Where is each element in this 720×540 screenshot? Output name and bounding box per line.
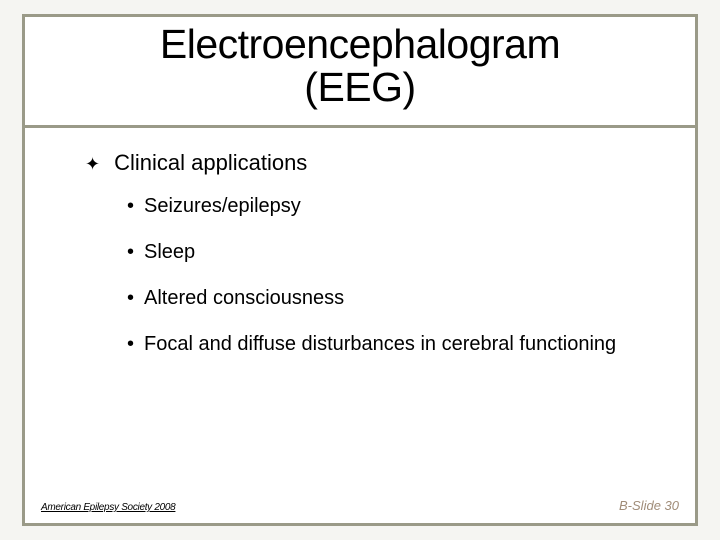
title-area: Electroencephalogram (EEG) [25, 17, 695, 119]
sub-bullet-list: • Seizures/epilepsy • Sleep • Altered co… [85, 194, 645, 357]
bullet-level-2: • Sleep [127, 240, 645, 265]
bullet-level-2-text: Focal and diffuse disturbances in cerebr… [144, 332, 616, 357]
dot-bullet-icon: • [127, 240, 134, 265]
content-area: ✦ Clinical applications • Seizures/epile… [25, 128, 695, 388]
bullet-level-2-text: Sleep [144, 240, 195, 265]
bullet-level-2-text: Altered consciousness [144, 286, 344, 311]
title-line-1: Electroencephalogram [160, 21, 560, 67]
dot-bullet-icon: • [127, 332, 134, 357]
dot-bullet-icon: • [127, 194, 134, 219]
slide-frame: Electroencephalogram (EEG) ✦ Clinical ap… [22, 14, 698, 526]
title-line-2: (EEG) [304, 64, 415, 110]
footer-attribution: American Epilepsy Society 2008 [41, 502, 175, 513]
bullet-level-2: • Seizures/epilepsy [127, 194, 645, 219]
bullet-level-1-text: Clinical applications [114, 150, 307, 176]
slide-title: Electroencephalogram (EEG) [45, 23, 675, 109]
dot-bullet-icon: • [127, 286, 134, 311]
bullet-level-2: • Focal and diffuse disturbances in cere… [127, 332, 645, 357]
diamond-bullet-icon: ✦ [85, 154, 100, 175]
bullet-level-2: • Altered consciousness [127, 286, 645, 311]
slide-number: B-Slide 30 [619, 498, 679, 513]
bullet-level-1: ✦ Clinical applications [85, 150, 645, 176]
bullet-level-2-text: Seizures/epilepsy [144, 194, 301, 219]
